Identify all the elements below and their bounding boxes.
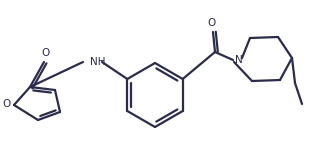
Text: O: O xyxy=(3,99,11,109)
Text: O: O xyxy=(208,18,216,28)
Text: O: O xyxy=(41,48,49,58)
Text: N: N xyxy=(235,55,243,65)
Text: NH: NH xyxy=(90,57,106,67)
